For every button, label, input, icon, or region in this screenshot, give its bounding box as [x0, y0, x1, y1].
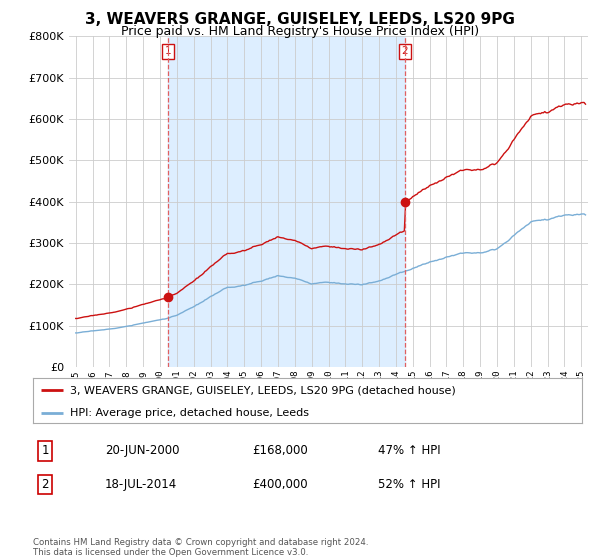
Text: Price paid vs. HM Land Registry's House Price Index (HPI): Price paid vs. HM Land Registry's House … [121, 25, 479, 38]
Text: Contains HM Land Registry data © Crown copyright and database right 2024.
This d: Contains HM Land Registry data © Crown c… [33, 538, 368, 557]
Text: 3, WEAVERS GRANGE, GUISELEY, LEEDS, LS20 9PG: 3, WEAVERS GRANGE, GUISELEY, LEEDS, LS20… [85, 12, 515, 27]
Text: 2: 2 [41, 478, 49, 491]
Text: 3, WEAVERS GRANGE, GUISELEY, LEEDS, LS20 9PG (detached house): 3, WEAVERS GRANGE, GUISELEY, LEEDS, LS20… [70, 385, 456, 395]
Text: 2: 2 [401, 46, 409, 57]
Text: 18-JUL-2014: 18-JUL-2014 [105, 478, 177, 491]
Text: 47% ↑ HPI: 47% ↑ HPI [378, 444, 440, 458]
Text: £168,000: £168,000 [252, 444, 308, 458]
Text: 1: 1 [41, 444, 49, 458]
Text: 52% ↑ HPI: 52% ↑ HPI [378, 478, 440, 491]
Text: 1: 1 [164, 46, 171, 57]
Text: HPI: Average price, detached house, Leeds: HPI: Average price, detached house, Leed… [70, 408, 310, 418]
Bar [168, 36, 405, 367]
Text: 20-JUN-2000: 20-JUN-2000 [105, 444, 179, 458]
Text: £400,000: £400,000 [252, 478, 308, 491]
